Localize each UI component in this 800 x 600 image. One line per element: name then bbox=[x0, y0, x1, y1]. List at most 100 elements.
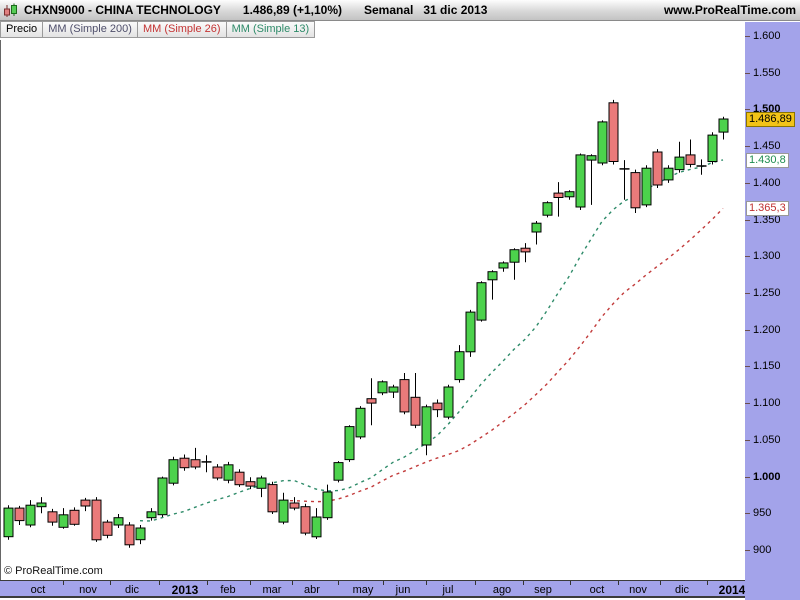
candle-body bbox=[388, 386, 399, 393]
time-axis-label: nov bbox=[79, 584, 97, 596]
time-tick-mark bbox=[207, 581, 208, 585]
candle-body bbox=[47, 511, 58, 523]
time-axis-label: may bbox=[352, 584, 374, 596]
price-tick-label: 1.550 bbox=[753, 66, 781, 79]
price-axis[interactable]: 1.600 1.550 1.500 1.450 1.400 1.350 1.300 1.250… bbox=[745, 22, 800, 600]
candle-body bbox=[190, 459, 201, 468]
website-label: www.ProRealTime.com bbox=[663, 3, 796, 17]
price-tick-mark bbox=[745, 439, 750, 441]
candle-body bbox=[25, 504, 36, 526]
time-axis-label: oct bbox=[589, 584, 605, 596]
price-tick-mark bbox=[745, 550, 750, 551]
indicator-label-1[interactable]: MM (Simple 200) bbox=[42, 21, 138, 38]
candle-body bbox=[300, 506, 311, 534]
price-tick-mark bbox=[745, 476, 750, 478]
candle-body bbox=[410, 396, 421, 426]
candle-body bbox=[674, 156, 685, 171]
indicator-label-3[interactable]: MM (Simple 13) bbox=[225, 21, 316, 38]
candle-body bbox=[652, 151, 663, 186]
ma13-value-badge: 1.430,8 bbox=[746, 153, 789, 169]
indicator-label-0[interactable]: Precio bbox=[0, 21, 44, 38]
time-axis-label: sep bbox=[534, 584, 552, 596]
candle-body bbox=[355, 407, 366, 438]
candle-body bbox=[685, 154, 696, 165]
price-tick-label: 1.150 bbox=[753, 360, 781, 373]
candle-body bbox=[157, 477, 168, 516]
price-tick-mark bbox=[745, 366, 750, 368]
candlestick-chart[interactable] bbox=[1, 40, 746, 580]
candle-body bbox=[179, 457, 190, 469]
candle-body bbox=[520, 247, 531, 253]
price-tick-label: 1.050 bbox=[753, 433, 781, 446]
candle-body bbox=[168, 459, 179, 484]
time-axis-label: dic bbox=[124, 584, 140, 596]
candle-body bbox=[597, 121, 608, 164]
price-tick-label: 1.600 bbox=[753, 29, 781, 42]
candle-body bbox=[14, 507, 25, 522]
last-price-badge: 1.486,89 bbox=[746, 112, 795, 128]
symbol-title: CHXN9000 - CHINA TECHNOLOGY bbox=[24, 3, 221, 17]
candle-body bbox=[113, 517, 124, 526]
sma-13-line bbox=[139, 159, 724, 522]
price-tick-mark bbox=[745, 513, 750, 515]
time-tick-mark bbox=[475, 581, 476, 585]
candle-body bbox=[377, 381, 388, 394]
time-axis-label: feb bbox=[220, 584, 236, 596]
price-tick-mark bbox=[745, 109, 750, 111]
time-axis-label: 2013 bbox=[171, 583, 199, 597]
time-tick-mark bbox=[383, 581, 384, 585]
time-tick-mark bbox=[110, 581, 111, 585]
candle-body bbox=[586, 155, 597, 161]
candle-body bbox=[432, 402, 443, 411]
time-tick-mark bbox=[570, 581, 571, 585]
time-axis[interactable]: oct nov dic 2013 feb mar abr may jun jul ago sep oct… bbox=[0, 580, 745, 598]
time-axis-label: ago bbox=[492, 584, 512, 596]
indicator-label-2[interactable]: MM (Simple 26) bbox=[136, 21, 227, 38]
chart-plot-area[interactable]: © ProRealTime.com bbox=[0, 40, 745, 580]
copyright-watermark: © ProRealTime.com bbox=[4, 565, 103, 577]
candle-body bbox=[718, 118, 729, 133]
time-tick-mark bbox=[338, 581, 339, 585]
price-tick-label: 900 bbox=[753, 544, 772, 556]
price-tick-mark bbox=[745, 35, 750, 37]
price-tick-label: 1.000 bbox=[753, 470, 781, 483]
candle-body bbox=[267, 484, 278, 513]
time-axis-label: 2014 bbox=[718, 583, 746, 597]
title-bar: CHXN9000 - CHINA TECHNOLOGY 1.486,89 (+1… bbox=[0, 0, 800, 21]
candle-body bbox=[542, 202, 553, 216]
price-tick-mark bbox=[745, 292, 750, 294]
candle-body bbox=[80, 499, 91, 507]
ma26-value-badge: 1.365,3 bbox=[746, 201, 789, 217]
candlestick-logo-icon bbox=[4, 3, 17, 17]
price-tick-mark bbox=[745, 329, 750, 331]
price-tick-label: 1.450 bbox=[753, 140, 781, 153]
candle-body bbox=[91, 499, 102, 541]
sma-26-line bbox=[283, 207, 724, 503]
timeframe-label: Semanal bbox=[364, 3, 414, 17]
candle-body bbox=[641, 167, 652, 206]
time-tick-mark bbox=[707, 581, 708, 585]
candle-body bbox=[58, 514, 69, 528]
candle-body bbox=[3, 507, 14, 538]
candle-body bbox=[663, 167, 674, 181]
last-price-and-change: 1.486,89 (+1,10%) bbox=[242, 3, 342, 17]
price-tick-mark bbox=[745, 72, 750, 74]
time-tick-mark bbox=[250, 581, 251, 585]
time-axis-label: mar bbox=[262, 584, 282, 596]
time-tick-mark bbox=[426, 581, 427, 585]
price-tick-label: 1.350 bbox=[753, 213, 781, 226]
price-tick-label: 1.200 bbox=[753, 323, 781, 336]
candle-body bbox=[498, 262, 509, 269]
candle-body bbox=[707, 134, 718, 163]
candle-body bbox=[278, 499, 289, 523]
time-tick-mark bbox=[523, 581, 524, 585]
indicator-toolbar: Precio MM (Simple 200) MM (Simple 26) MM (S… bbox=[0, 21, 745, 39]
time-axis-label: dic bbox=[674, 584, 690, 596]
price-tick-label: 1.100 bbox=[753, 397, 781, 410]
price-tick-mark bbox=[745, 256, 750, 258]
price-tick-mark bbox=[745, 219, 750, 221]
candle-body bbox=[289, 502, 300, 509]
price-tick-label: 1.400 bbox=[753, 176, 781, 189]
candle-body bbox=[223, 464, 234, 481]
